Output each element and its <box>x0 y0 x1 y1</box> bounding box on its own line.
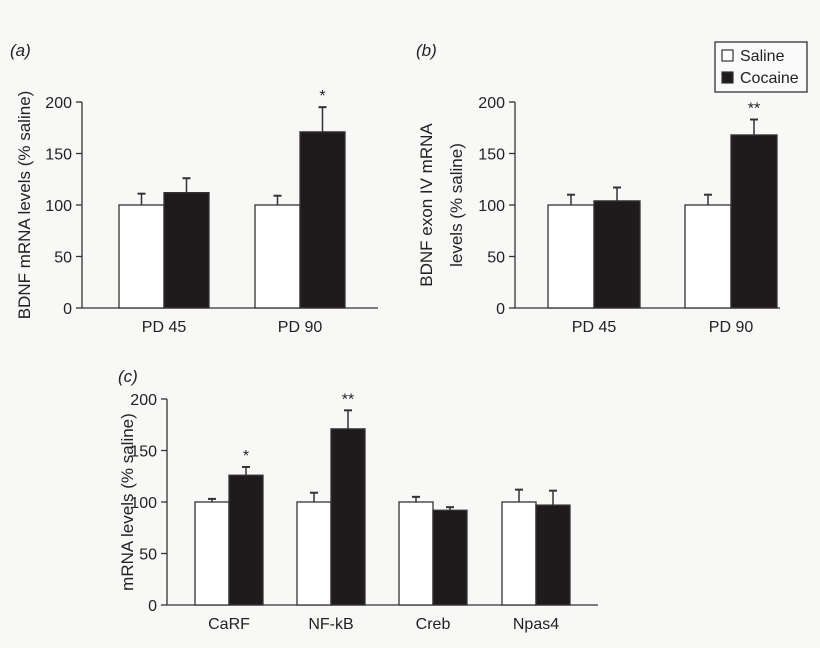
x-tick-label: Creb <box>416 616 451 633</box>
bar-cocaine <box>330 428 366 606</box>
y-tick-label: 200 <box>130 392 157 409</box>
legend-label: Cocaine <box>740 70 799 87</box>
legend-swatch <box>721 71 734 84</box>
bar-cocaine <box>593 200 641 309</box>
bar-cocaine <box>163 191 210 309</box>
y-tick-label: 50 <box>487 250 505 267</box>
panel-label: (b) <box>416 41 437 60</box>
y-axis-label: BDNF mRNA levels (% saline) <box>15 91 34 320</box>
legend-label: Saline <box>740 48 785 65</box>
panel-label: (c) <box>118 367 138 386</box>
bar-saline <box>547 204 595 309</box>
bar-saline <box>296 501 332 606</box>
y-tick-label: 150 <box>478 147 505 164</box>
bar-cocaine <box>228 474 264 606</box>
panel-label: (a) <box>10 41 31 60</box>
y-tick-label: 0 <box>63 301 72 318</box>
legend-swatch <box>721 49 734 62</box>
bar-cocaine <box>299 131 346 309</box>
bar-saline <box>501 501 537 606</box>
x-tick-label: NF-kB <box>308 616 353 633</box>
y-tick-label: 50 <box>139 547 157 564</box>
y-tick-label: 0 <box>148 598 157 615</box>
significance-marker: * <box>243 448 249 465</box>
bar-saline <box>118 204 165 309</box>
x-tick-label: PD 45 <box>142 319 187 336</box>
y-tick-label: 50 <box>54 250 72 267</box>
x-tick-label: PD 90 <box>278 319 323 336</box>
y-axis-label: levels (% saline) <box>447 143 466 267</box>
y-axis-label: BDNF exon IV mRNA <box>417 123 436 287</box>
x-tick-label: PD 45 <box>572 319 617 336</box>
x-tick-label: PD 90 <box>709 319 754 336</box>
bar-saline <box>254 204 301 309</box>
y-tick-label: 100 <box>130 495 157 512</box>
y-tick-label: 150 <box>45 147 72 164</box>
significance-marker: ** <box>342 391 354 408</box>
bar-cocaine <box>432 509 468 606</box>
bar-cocaine <box>730 134 778 309</box>
y-tick-label: 200 <box>478 95 505 112</box>
x-tick-label: Npas4 <box>513 616 559 633</box>
significance-marker: ** <box>748 101 760 118</box>
bar-saline <box>684 204 732 309</box>
y-tick-label: 150 <box>130 444 157 461</box>
bar-saline <box>194 501 230 606</box>
x-tick-label: CaRF <box>208 616 250 633</box>
y-tick-label: 200 <box>45 95 72 112</box>
significance-marker: * <box>319 88 325 105</box>
y-tick-label: 100 <box>45 198 72 215</box>
y-tick-label: 0 <box>496 301 505 318</box>
bar-cocaine <box>535 504 571 606</box>
bar-saline <box>398 501 434 606</box>
y-axis-label: mRNA levels (% saline) <box>118 413 137 591</box>
y-tick-label: 100 <box>478 198 505 215</box>
